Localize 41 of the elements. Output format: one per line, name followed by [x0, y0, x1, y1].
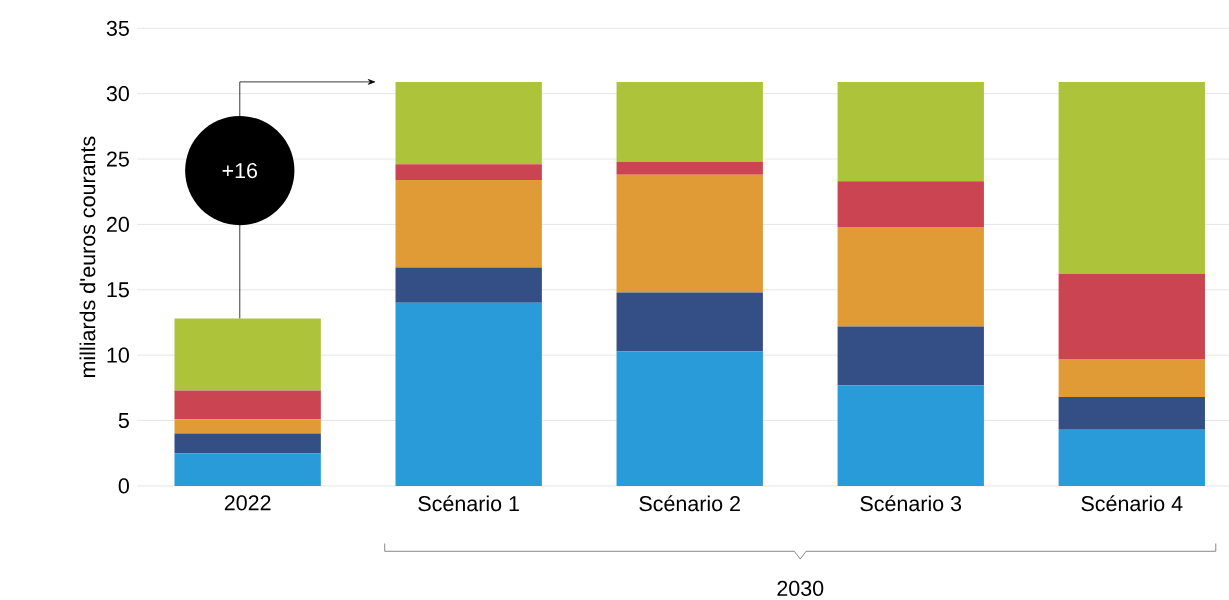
- y-tick-label: 20: [107, 216, 129, 232]
- bar: [174, 433, 321, 454]
- bar: [1058, 429, 1205, 486]
- y-axis-title: milliards d'euros courants: [79, 136, 96, 377]
- bar: [395, 164, 542, 180]
- x-tick-label: Scénario 4: [1081, 495, 1183, 512]
- y-tick-label: 30: [106, 86, 129, 102]
- bar: [1058, 81, 1205, 275]
- bar: [1058, 274, 1205, 360]
- bar: [174, 318, 321, 391]
- y-tick-label: 10: [107, 347, 129, 363]
- annotation: +16: [222, 162, 258, 179]
- bar: [616, 292, 763, 352]
- y-tick-label: 15: [107, 282, 129, 298]
- x-tick-label: Scénario 3: [860, 495, 962, 512]
- bar: [174, 419, 321, 434]
- bar: [837, 326, 984, 386]
- bar: [395, 81, 542, 165]
- bar: [616, 161, 763, 175]
- x-tick-label: Scénario 2: [639, 495, 740, 512]
- bar: [1058, 359, 1205, 397]
- bar: [616, 81, 763, 162]
- bar: [1058, 396, 1205, 430]
- bar: [395, 267, 542, 303]
- bar: [174, 390, 321, 420]
- bar: [616, 174, 763, 293]
- bar: [837, 385, 984, 486]
- bar: [174, 453, 321, 486]
- x-tick-label: 2022: [224, 495, 271, 511]
- text: 2030: [777, 580, 824, 596]
- bar: [837, 227, 984, 327]
- bar: [837, 181, 984, 227]
- bar: [837, 81, 984, 182]
- y-tick-label: 5: [118, 413, 129, 428]
- bar: [395, 179, 542, 268]
- bar: [395, 302, 542, 486]
- x-tick-label: Scénario 1: [418, 495, 519, 512]
- y-tick-label: 35: [106, 20, 129, 36]
- y-tick-label: 0: [118, 478, 129, 494]
- y-tick-label: 25: [107, 151, 129, 167]
- bar: [616, 351, 763, 486]
